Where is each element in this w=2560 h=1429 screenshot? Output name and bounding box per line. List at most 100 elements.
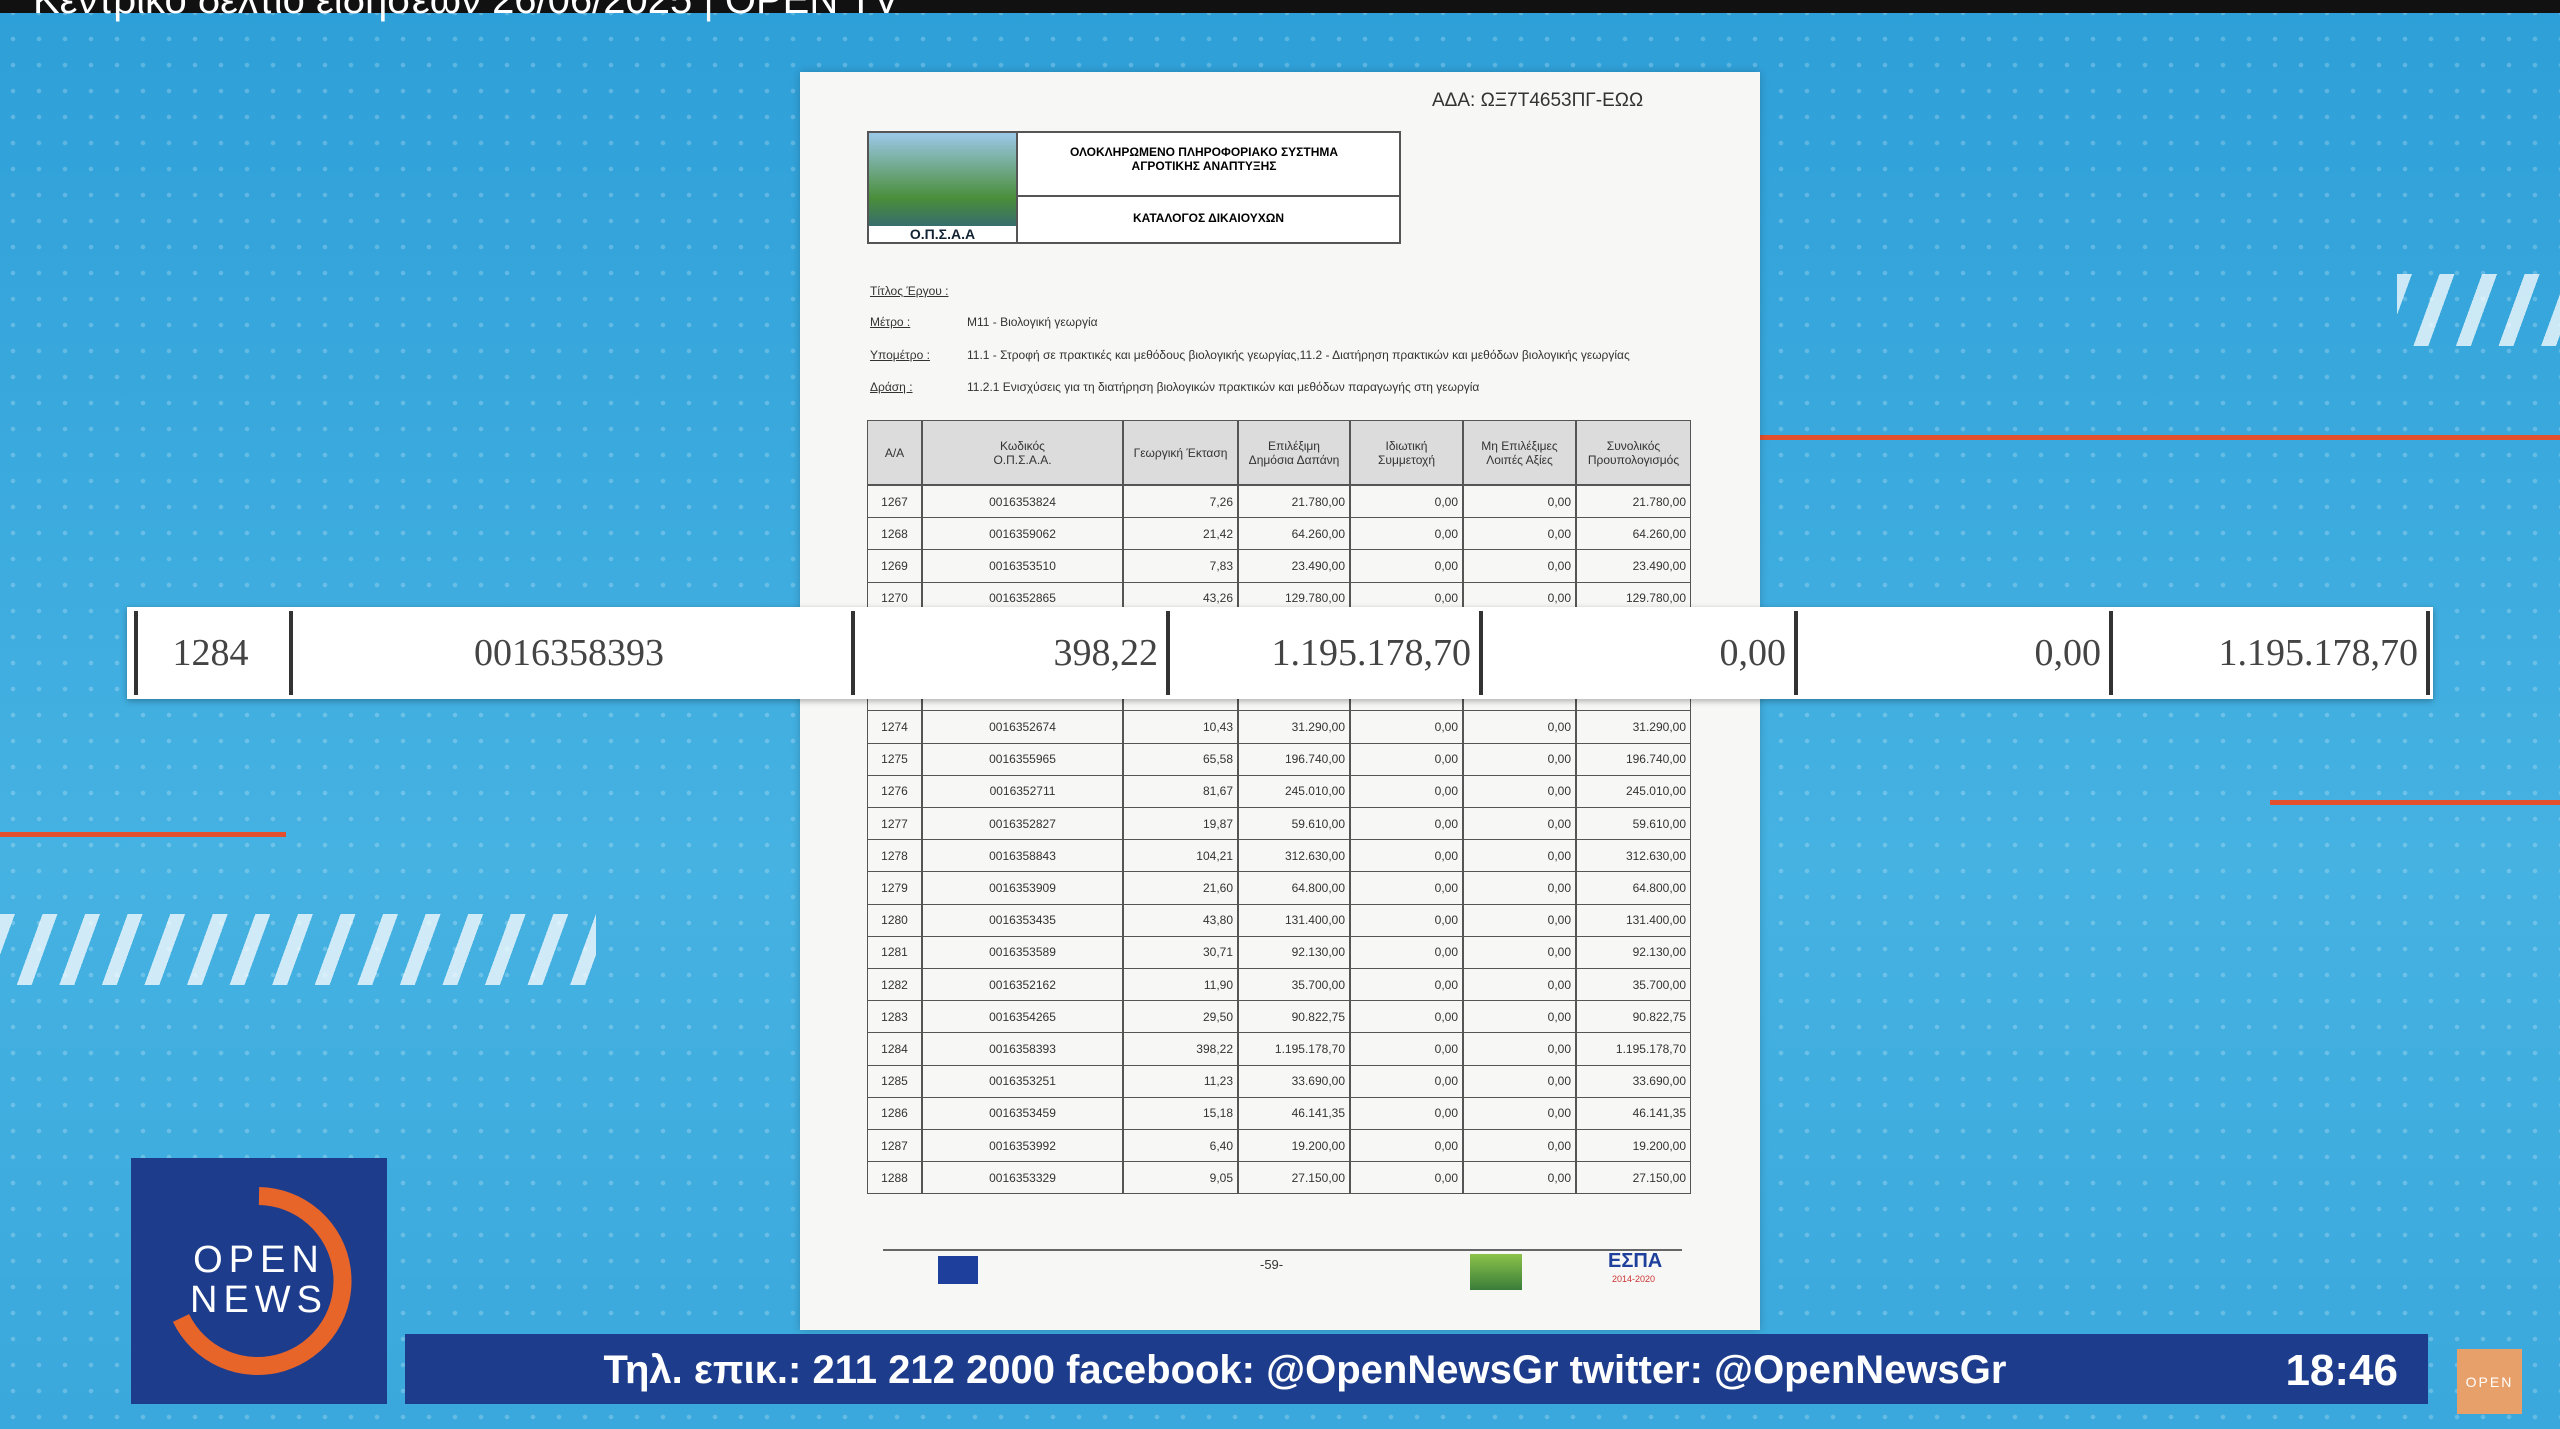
table-cell: 1267: [867, 485, 922, 519]
table-cell: 1268: [867, 517, 922, 551]
table-cell: 0016359062: [922, 517, 1123, 551]
table-cell: 0016353589: [922, 935, 1123, 969]
deco-line: [0, 832, 286, 837]
table-cell: 0,00: [1463, 871, 1576, 905]
espa-years: 2014-2020: [1612, 1274, 1656, 1284]
table-cell: 0,00: [1463, 517, 1576, 551]
zoom-cell: 1284: [172, 632, 249, 674]
header-line: Ο.Π.Σ.Α.Α.: [993, 452, 1052, 467]
table-cell: 15,18: [1123, 1096, 1238, 1130]
table-cell: 0,00: [1463, 549, 1576, 583]
table-cell: 0,00: [1350, 1032, 1463, 1066]
table-cell: 1279: [867, 871, 922, 905]
table-cell: 1284: [867, 1032, 922, 1066]
table-cell: 196.740,00: [1576, 742, 1691, 776]
table-cell: 0016352674: [922, 710, 1123, 744]
table-cell: 35.700,00: [1238, 968, 1350, 1002]
logo-line: OPEN: [193, 1239, 325, 1281]
table-cell: 1287: [867, 1129, 922, 1163]
header-line: Συνολικός: [1606, 438, 1661, 453]
deco-stripes: [2397, 274, 2560, 346]
table-cell: 104,21: [1123, 839, 1238, 873]
table-cell: 21,60: [1123, 871, 1238, 905]
separator: [134, 611, 138, 695]
table-cell: 7,83: [1123, 549, 1238, 583]
zoom-row: 1284 0016358393 398,22 1.195.178,70 0,00 0,00…: [127, 607, 2433, 699]
table-cell: 0,00: [1463, 1129, 1576, 1163]
ticker-text: Τηλ. επικ.: 211 212 2000 facebook: @Open…: [603, 1348, 2007, 1392]
field-label: Υπομέτρο :: [870, 348, 930, 362]
table-header: Κωδικός Ο.Π.Σ.Α.Α.: [922, 420, 1123, 485]
field-value: 11.1 - Στροφή σε πρακτικές και μεθόδους …: [967, 348, 1630, 362]
table-cell: 0,00: [1463, 1064, 1576, 1098]
header-line: Γεωργική Έκταση: [1133, 445, 1228, 460]
zoom-cell: 1.195.178,70: [1271, 632, 1472, 674]
table-cell: 0,00: [1350, 485, 1463, 519]
table-cell: 0,00: [1463, 1032, 1576, 1066]
table-cell: 33.690,00: [1238, 1064, 1350, 1098]
table-cell: 21.780,00: [1238, 485, 1350, 519]
ada: ΑΔΑ: ΩΞ7Τ4653ΠΓ-ΕΩΩ: [1432, 90, 1644, 111]
table-cell: 65,58: [1123, 742, 1238, 776]
table-cell: 0016358843: [922, 839, 1123, 873]
table-cell: 398,22: [1123, 1032, 1238, 1066]
table-cell: 30,71: [1123, 935, 1238, 969]
logo-text: OPEN NEWS: [131, 1240, 387, 1320]
field-label: Δράση :: [870, 380, 913, 394]
table-cell: 0016355965: [922, 742, 1123, 776]
header-line: Λοιπές Αξίες: [1486, 452, 1553, 467]
espa-logo: ΕΣΠΑ: [1608, 1250, 1663, 1272]
separator: [289, 611, 293, 695]
table-cell: 46.141,35: [1238, 1096, 1350, 1130]
table-cell: 64.800,00: [1576, 871, 1691, 905]
table-cell: 0,00: [1350, 1161, 1463, 1195]
table-cell: 1275: [867, 742, 922, 776]
table-cell: 1278: [867, 839, 922, 873]
page-number: -59-: [1260, 1257, 1284, 1272]
clock: 18:46: [2285, 1346, 2398, 1395]
logo: OPEN NEWS: [131, 1158, 387, 1404]
table-cell: 90.822,75: [1238, 1000, 1350, 1034]
zoom-cell: 398,22: [1053, 632, 1159, 674]
table-cell: 0,00: [1350, 839, 1463, 873]
table-cell: 0,00: [1350, 871, 1463, 905]
header-line: Συμμετοχή: [1377, 452, 1436, 467]
table-cell: 31.290,00: [1576, 710, 1691, 744]
table-cell: 0,00: [1463, 807, 1576, 841]
logo-line: NEWS: [190, 1279, 328, 1321]
table-cell: 46.141,35: [1576, 1096, 1691, 1130]
table-cell: 131.400,00: [1238, 903, 1350, 937]
table-header: Α/Α: [867, 420, 922, 485]
table-cell: 43,80: [1123, 903, 1238, 937]
table-cell: 0,00: [1350, 1064, 1463, 1098]
table-cell: 0,00: [1463, 968, 1576, 1002]
table-cell: 0,00: [1350, 1129, 1463, 1163]
table-cell: 23.490,00: [1238, 549, 1350, 583]
table-cell: 312.630,00: [1238, 839, 1350, 873]
table-cell: 245.010,00: [1576, 774, 1691, 808]
table-cell: 10,43: [1123, 710, 1238, 744]
header-line: Μη Επιλέξιμες: [1481, 438, 1558, 453]
table-cell: 0,00: [1463, 1096, 1576, 1130]
list-title: ΚΑΤΑΛΟΓΟΣ ΔΙΚΑΙΟΥΧΩΝ: [1132, 211, 1284, 225]
table-cell: 19.200,00: [1576, 1129, 1691, 1163]
table-cell: 7,26: [1123, 485, 1238, 519]
header-line: Κωδικός: [1000, 438, 1045, 453]
table-cell: 1281: [867, 935, 922, 969]
zoom-cell: 0,00: [2034, 632, 2102, 674]
table-header: Μη Επιλέξιμες Λοιπές Αξίες: [1463, 420, 1576, 485]
table-cell: 1288: [867, 1161, 922, 1195]
table-cell: 0,00: [1463, 742, 1576, 776]
table-cell: 0016354265: [922, 1000, 1123, 1034]
deco-line: [1760, 435, 2560, 440]
table-cell: 1276: [867, 774, 922, 808]
table-cell: 23.490,00: [1576, 549, 1691, 583]
table-cell: 21.780,00: [1576, 485, 1691, 519]
table-cell: 6,40: [1123, 1129, 1238, 1163]
table-cell: 64.800,00: [1238, 871, 1350, 905]
separator: [2426, 611, 2430, 695]
table-cell: 0016353329: [922, 1161, 1123, 1195]
table-cell: 19,87: [1123, 807, 1238, 841]
table-cell: 90.822,75: [1576, 1000, 1691, 1034]
